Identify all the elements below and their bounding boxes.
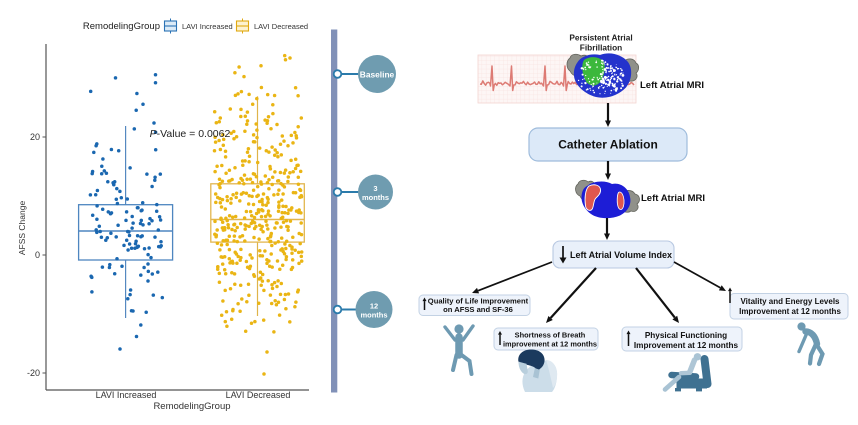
svg-text:LAVI Decreased: LAVI Decreased: [254, 22, 308, 31]
svg-text:Improvement at 12 months: Improvement at 12 months: [634, 341, 739, 350]
svg-text:0: 0: [35, 250, 40, 260]
svg-text:RemodelingGroup: RemodelingGroup: [83, 21, 160, 32]
svg-text:12: 12: [370, 302, 378, 311]
svg-text:20: 20: [30, 132, 40, 142]
svg-text:Physical Functioning: Physical Functioning: [645, 331, 727, 340]
svg-text:months: months: [362, 193, 389, 202]
svg-text:LAVI Decreased: LAVI Decreased: [226, 390, 291, 400]
svg-text:on AFSS and SF-36: on AFSS and SF-36: [443, 305, 513, 314]
svg-text:Persistent Atrial: Persistent Atrial: [569, 33, 632, 43]
svg-text:Shortness of Breath: Shortness of Breath: [515, 331, 586, 340]
svg-text:Left Atrial MRI: Left Atrial MRI: [641, 193, 705, 204]
svg-text:Left Atrial MRI: Left Atrial MRI: [640, 80, 704, 91]
svg-text:Vitality and Energy Levels: Vitality and Energy Levels: [740, 297, 840, 306]
svg-text:Quality of Life Improvement: Quality of Life Improvement: [428, 297, 529, 306]
svg-text:-20: -20: [27, 368, 40, 378]
svg-text:AFSS Change: AFSS Change: [17, 201, 27, 256]
svg-text:3: 3: [373, 184, 377, 193]
svg-text:RemodelingGroup: RemodelingGroup: [153, 401, 230, 412]
svg-text:Improvement at 12 months: Improvement at 12 months: [739, 307, 841, 316]
svg-text:Left Atrial Volume Index: Left Atrial Volume Index: [570, 250, 672, 260]
svg-text:LAVI Increased: LAVI Increased: [182, 22, 233, 31]
svg-text:Catheter Ablation: Catheter Ablation: [558, 138, 658, 152]
svg-text:LAVI Increased: LAVI Increased: [96, 390, 157, 400]
svg-text:P-Value = 0.0062: P-Value = 0.0062: [150, 128, 231, 140]
svg-text:Fibrillation: Fibrillation: [580, 43, 622, 53]
svg-text:Baseline: Baseline: [360, 70, 395, 80]
svg-text:improvement at 12 months: improvement at 12 months: [503, 340, 597, 349]
svg-text:months: months: [360, 311, 387, 320]
